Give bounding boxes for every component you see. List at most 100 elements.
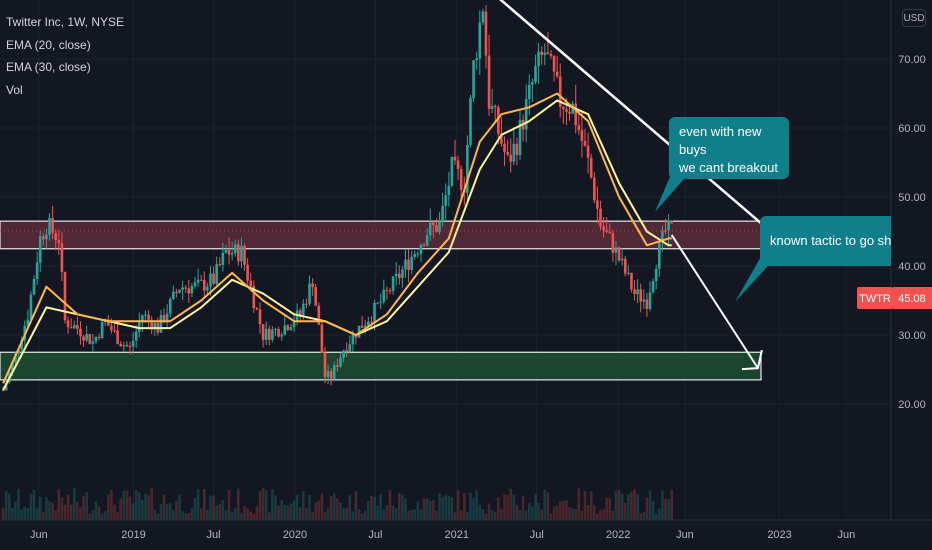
volume-bar xyxy=(462,493,466,520)
ema20-legend[interactable]: EMA (20, close) xyxy=(6,37,91,52)
candle-body xyxy=(54,232,58,241)
volume-bar xyxy=(246,508,249,520)
candle-body xyxy=(620,258,624,261)
candle-body xyxy=(255,307,259,310)
volume-bar xyxy=(48,501,51,520)
volume-bar xyxy=(540,509,543,520)
volume-bar xyxy=(38,497,42,520)
candle-body xyxy=(165,313,169,322)
candle-body xyxy=(175,291,178,293)
candle-body xyxy=(289,327,293,330)
candle-body xyxy=(137,322,141,332)
candle-body xyxy=(543,52,547,55)
candle-body xyxy=(314,287,318,306)
candle-body xyxy=(305,303,308,305)
candle-body xyxy=(221,252,225,265)
candle-body xyxy=(425,235,429,246)
volume-bar xyxy=(527,503,531,520)
candle-body xyxy=(17,349,20,354)
symbol-title[interactable]: Twitter Inc, 1W, NYSE xyxy=(6,15,125,29)
volume-bar xyxy=(391,505,395,520)
volume-bar xyxy=(32,489,36,520)
volume-bar xyxy=(472,497,475,520)
volume-bar xyxy=(645,497,649,520)
chart-legend: Twitter Inc, 1W, NYSE EMA (20, close) EM… xyxy=(6,11,124,101)
candle-body xyxy=(428,222,432,236)
volume-bar xyxy=(289,503,293,520)
candle-body xyxy=(401,269,404,279)
volume-bar xyxy=(459,510,463,520)
time-tick-label: 2023 xyxy=(767,529,791,541)
candle-body xyxy=(592,177,596,201)
candle-body xyxy=(602,226,605,231)
volume-bar xyxy=(326,508,330,520)
volume-bar xyxy=(466,511,469,520)
candle-body xyxy=(20,340,23,350)
candle-body xyxy=(295,310,299,322)
currency-label[interactable]: USD xyxy=(902,9,926,27)
candle-body xyxy=(481,11,485,23)
volume-bar xyxy=(26,507,30,520)
candle-body xyxy=(438,221,441,232)
volume-bar xyxy=(202,488,206,520)
candle-body xyxy=(298,310,302,315)
candle-body xyxy=(94,336,98,342)
callout-breakout-line-2: we cant breakout xyxy=(679,160,779,175)
volume-bar xyxy=(162,494,166,520)
price-tick-label: 70.00 xyxy=(898,54,926,66)
grid-lines xyxy=(0,0,891,520)
candle-body xyxy=(484,11,488,56)
volume-bar xyxy=(29,493,33,520)
volume-bar xyxy=(320,493,324,520)
candle-body xyxy=(487,55,491,109)
volume-bar xyxy=(592,505,596,520)
volume-bar xyxy=(258,491,262,520)
candle-body xyxy=(88,334,92,344)
candle-body xyxy=(630,272,633,290)
volume-bar xyxy=(274,495,277,520)
volume-bar xyxy=(351,511,355,520)
volume-legend[interactable]: Vol xyxy=(6,82,23,97)
volume-bar xyxy=(397,492,401,520)
volume-bar xyxy=(150,488,153,520)
volume-bar xyxy=(7,493,11,520)
volume-bar xyxy=(305,508,308,520)
volume-bar xyxy=(490,510,494,520)
volume-bar xyxy=(432,500,435,520)
volume-bar xyxy=(317,501,321,520)
candle-body xyxy=(382,289,386,302)
volume-bar xyxy=(230,511,234,520)
time-axis[interactable]: Jun 2019 Jul 2020 Jul 2021 Jul 2022 Jun 2023 Jun xyxy=(30,529,855,541)
candle-body xyxy=(258,309,262,325)
volume-bar xyxy=(17,488,20,520)
candle-body xyxy=(537,51,540,67)
candle-body xyxy=(141,315,144,323)
candle-body xyxy=(159,315,163,333)
candle-body xyxy=(187,288,191,294)
candle-body xyxy=(26,319,30,326)
volume-bar xyxy=(292,500,296,520)
volume-bar xyxy=(620,493,624,520)
candle-body xyxy=(280,334,283,337)
volume-bar xyxy=(35,507,39,520)
candle-body xyxy=(85,334,88,341)
volume-bar xyxy=(413,509,417,520)
ema30-legend[interactable]: EMA (30, close) xyxy=(6,60,91,74)
candle-body xyxy=(209,273,212,287)
volume-bar xyxy=(670,489,673,520)
volume-bar xyxy=(249,511,253,520)
volume-bar xyxy=(376,505,379,520)
volume-bar xyxy=(100,513,104,520)
candle-body xyxy=(469,97,472,145)
volume-bar xyxy=(308,495,311,520)
candle-body xyxy=(503,143,506,152)
volume-bar xyxy=(428,500,432,520)
candle-body xyxy=(608,231,612,234)
candle-body xyxy=(367,321,370,326)
candle-body xyxy=(459,168,463,190)
volume-bar xyxy=(503,494,506,520)
candle-body xyxy=(215,264,218,284)
volume-bar xyxy=(51,502,54,520)
